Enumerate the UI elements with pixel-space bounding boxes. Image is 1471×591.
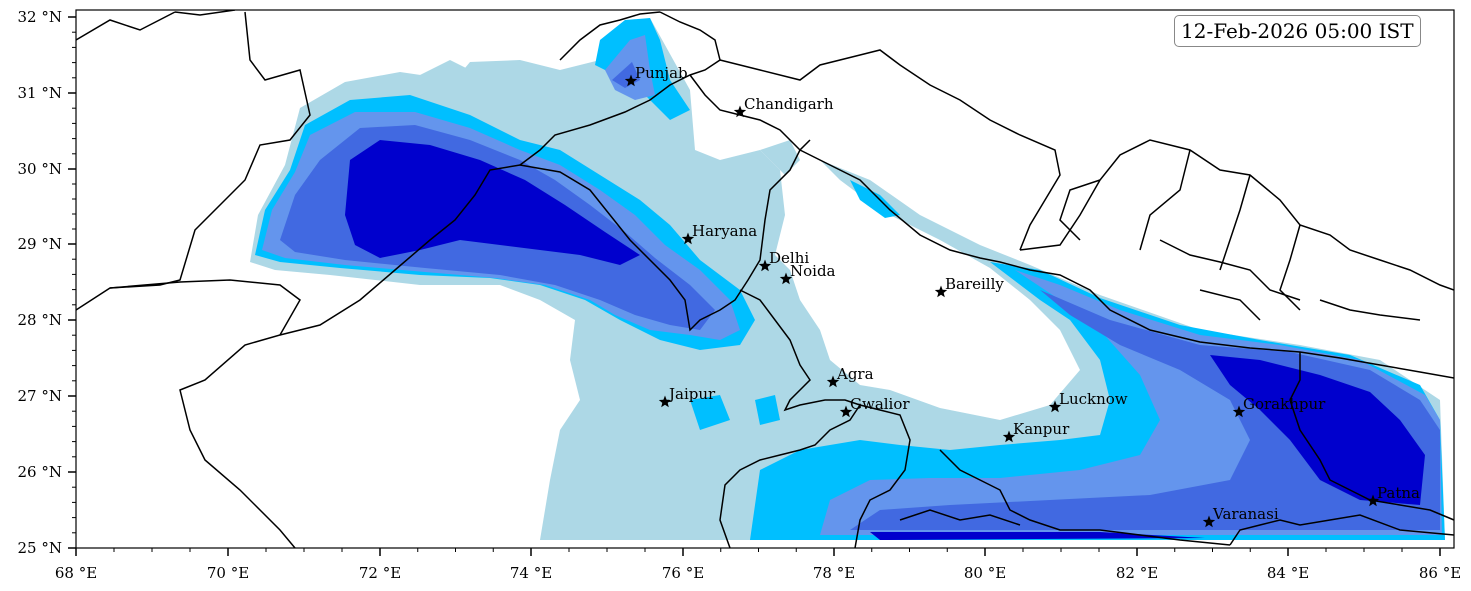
star-icon — [839, 405, 853, 418]
y-tick-label: 27 °N — [18, 387, 62, 405]
axis-ticks: 68 °E 70 °E 72 °E 74 °E 76 °E 78 °E 80 °E 82 °E… — [18, 8, 1462, 582]
y-tick-label: 30 °N — [18, 160, 62, 178]
city-label-haryana: Haryana — [692, 222, 757, 240]
city-label-gwalior: Gwalior — [850, 395, 910, 413]
city-label-noida: Noida — [790, 262, 836, 280]
border-line — [939, 449, 1231, 546]
border-line — [719, 49, 1061, 251]
border-line — [279, 139, 811, 336]
y-tick-label: 25 °N — [18, 539, 62, 557]
x-tick-label: 82 °E — [1116, 564, 1158, 582]
city-label-kanpur: Kanpur — [1013, 420, 1070, 438]
x-tick-label: 70 °E — [207, 564, 249, 582]
star-icon — [681, 232, 695, 245]
star-icon — [1202, 515, 1216, 528]
y-tick-label: 29 °N — [18, 235, 62, 253]
contour-level-5 — [345, 140, 1425, 540]
x-tick-label: 74 °E — [510, 564, 552, 582]
star-icon — [779, 272, 793, 285]
star-icon — [733, 105, 747, 118]
borders — [76, 10, 1454, 548]
border-line — [1059, 149, 1301, 311]
border-line — [799, 149, 1454, 379]
x-tick-label: 76 °E — [662, 564, 704, 582]
plot-frame — [75, 9, 1455, 549]
border-line — [689, 74, 801, 151]
y-tick-label: 28 °N — [18, 311, 62, 329]
city-label-delhi: Delhi — [769, 249, 809, 267]
star-icon — [826, 375, 840, 388]
star-icon — [934, 285, 948, 298]
city-label-agra: Agra — [836, 365, 874, 383]
star-icon — [758, 259, 772, 272]
star-icon — [1002, 430, 1016, 443]
border-line — [719, 404, 861, 548]
x-tick-label: 84 °E — [1267, 564, 1309, 582]
x-tick-label: 86 °E — [1419, 564, 1461, 582]
border-line — [1289, 352, 1454, 521]
border-line — [1229, 514, 1454, 546]
border-line — [739, 289, 911, 548]
city-label-varanasi: Varanasi — [1212, 505, 1279, 523]
border-line — [519, 11, 721, 166]
star-icon — [624, 74, 638, 87]
border-line — [559, 11, 661, 61]
x-tick-label: 72 °E — [359, 564, 401, 582]
y-tick-label: 31 °N — [18, 84, 62, 102]
y-tick-label: 26 °N — [18, 463, 62, 481]
city-label-gorakhpur: Gorakhpur — [1243, 395, 1326, 413]
fog-contours — [250, 18, 1445, 540]
star-icon — [658, 395, 672, 408]
border-line — [1159, 239, 1421, 321]
city-label-lucknow: Lucknow — [1059, 390, 1128, 408]
city-label-bareilly: Bareilly — [945, 275, 1004, 293]
y-tick-label: 32 °N — [18, 8, 62, 26]
city-label-chandigarh: Chandigarh — [744, 95, 834, 113]
x-tick-label: 68 °E — [55, 564, 97, 582]
border-line — [899, 509, 1021, 526]
city-label-punjab: Punjab — [635, 64, 688, 82]
x-tick-label: 80 °E — [964, 564, 1006, 582]
city-label-patna: Patna — [1377, 484, 1420, 502]
star-icon — [1048, 400, 1062, 413]
border-line — [109, 279, 301, 548]
star-icon — [1232, 405, 1246, 418]
star-icon — [1366, 494, 1380, 507]
border-line — [1019, 139, 1454, 291]
x-tick-label: 78 °E — [813, 564, 855, 582]
timestamp-label: 12-Feb-2026 05:00 IST — [1174, 15, 1421, 47]
city-label-jaipur: Jaipur — [667, 385, 716, 403]
